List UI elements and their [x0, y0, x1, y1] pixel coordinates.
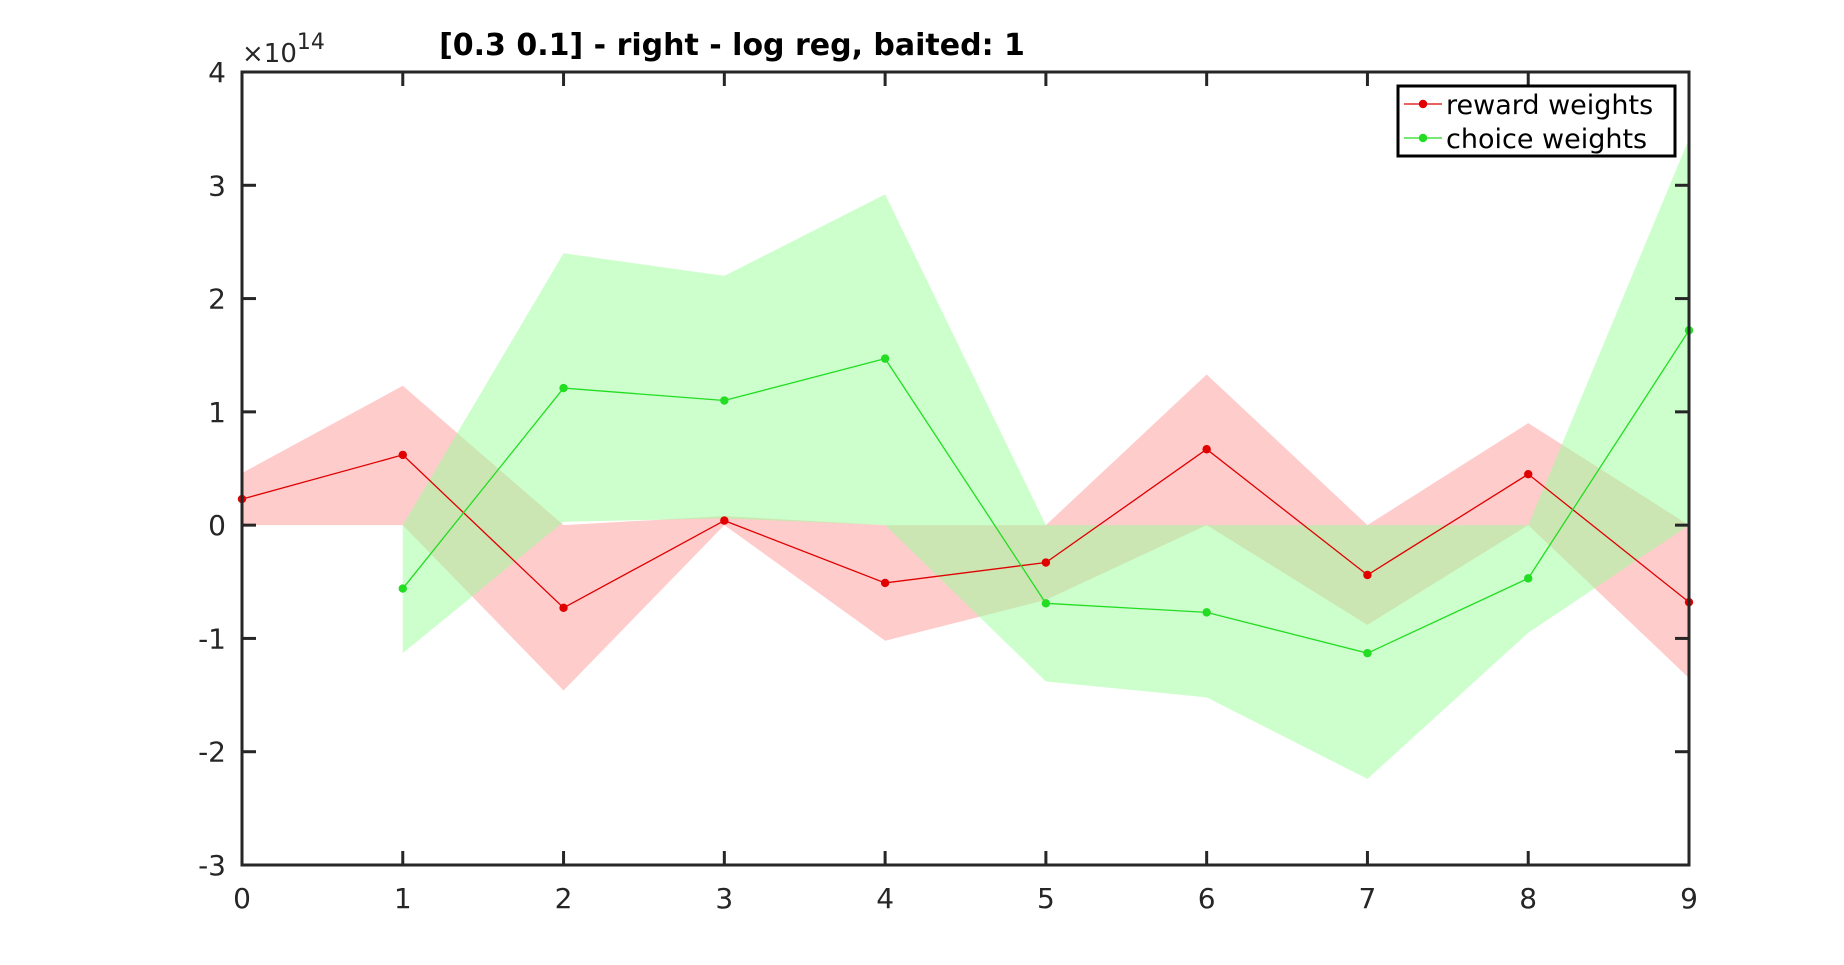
point-series-1-2 [720, 396, 729, 405]
point-series-0-7 [1363, 570, 1372, 580]
y-tick-label: 4 [208, 56, 226, 89]
point-series-0-4 [880, 578, 890, 588]
y-tick-label: 0 [208, 509, 226, 542]
y-exponent-power: 14 [297, 30, 325, 55]
point-series-1-7 [1524, 574, 1533, 583]
point-series-1-3 [880, 354, 890, 363]
point-series-1-6 [1363, 648, 1372, 658]
point-series-1-1 [559, 383, 568, 393]
y-tick-label: 2 [208, 283, 226, 316]
legend-box [1396, 84, 1677, 158]
x-tick-label: 8 [1519, 882, 1537, 915]
point-series-0-6 [1202, 445, 1211, 454]
point-series-0-2 [559, 603, 568, 613]
y-exponent-base: ×10 [242, 39, 297, 69]
point-series-0-1 [398, 450, 407, 460]
legend-marker-1 [1418, 133, 1428, 143]
x-tick-label: 3 [715, 882, 733, 915]
point-series-1-0 [398, 584, 407, 593]
x-tick-label: 7 [1359, 882, 1377, 915]
point-series-0-5 [1041, 558, 1051, 567]
line-series-0 [241, 448, 1690, 609]
y-tick-label: -2 [198, 736, 226, 769]
chart-title: [0.3 0.1] - right - log reg, baited: 1 [439, 28, 1025, 63]
x-tick-label: 0 [233, 882, 251, 915]
x-tick-label: 1 [394, 882, 412, 915]
svg-text:×1014: ×1014 [242, 30, 325, 69]
x-tick-label: 6 [1198, 882, 1216, 915]
y-tick-label: -1 [198, 622, 226, 655]
x-tick-label: 2 [555, 882, 573, 915]
legend-label-0: reward weights [1446, 90, 1653, 121]
legend-marker-0 [1418, 99, 1428, 109]
point-series-1-5 [1202, 608, 1211, 617]
point-series-1-4 [1041, 599, 1051, 608]
confidence-bands [242, 138, 1689, 779]
x-tick-label: 9 [1680, 882, 1698, 915]
series-lines [237, 326, 1694, 658]
y-tick-label: 1 [208, 396, 226, 429]
point-series-0-8 [1524, 469, 1533, 479]
y-tick-label: 3 [208, 169, 226, 202]
legend-label-1: choice weights [1446, 124, 1647, 155]
y-exponent-label: ×1014 [242, 30, 325, 69]
axes-box [240, 70, 1691, 867]
axes: 0 1 2 3 4 5 6 7 8 9 -3 -2 -1 0 1 2 3 4 [198, 56, 1698, 915]
band-series-1 [402, 138, 1689, 779]
x-tick-label: 4 [876, 882, 894, 915]
point-series-0-3 [720, 516, 729, 525]
x-tick-label: 5 [1037, 882, 1055, 915]
y-tick-label: -3 [198, 849, 226, 882]
